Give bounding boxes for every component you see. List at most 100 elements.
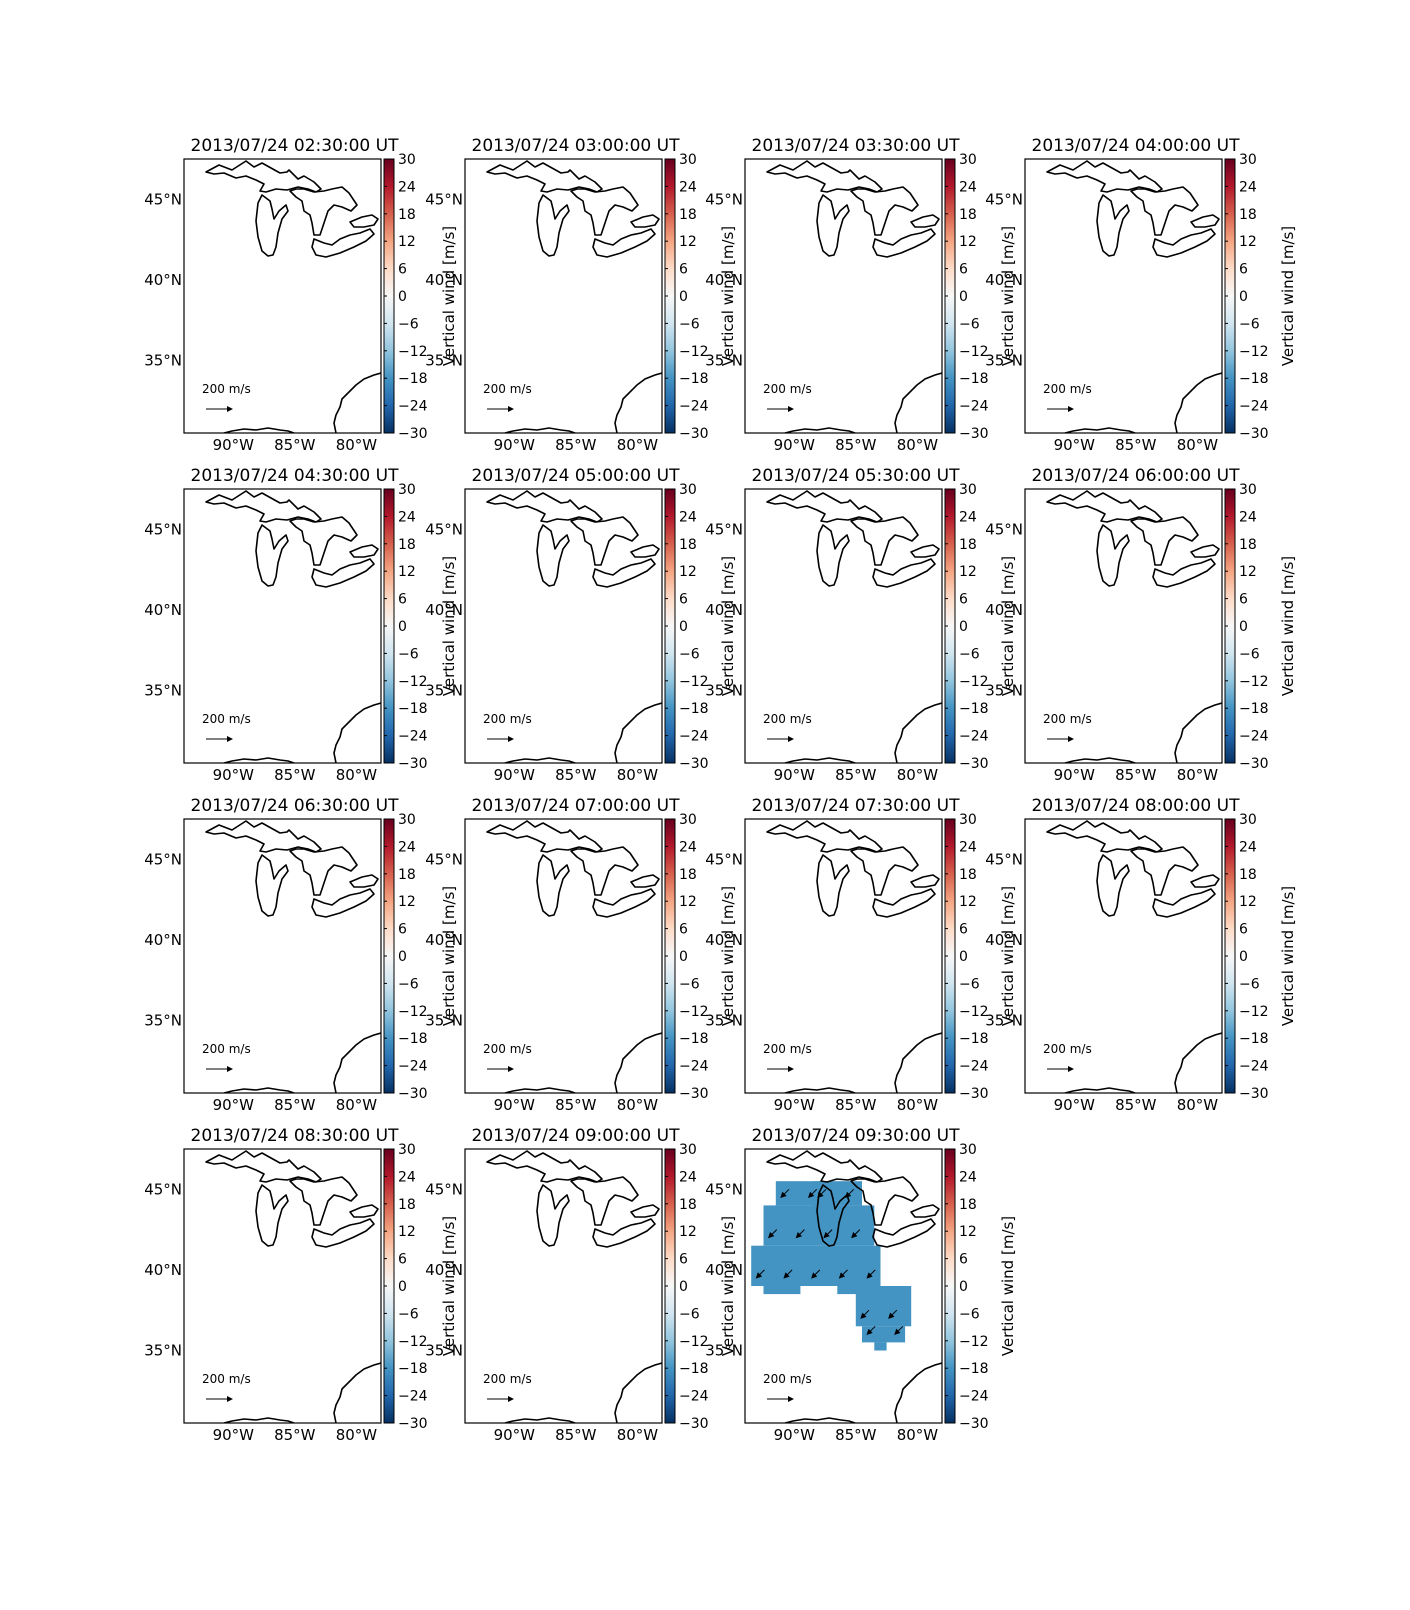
colorbar-tick-label: −24 — [959, 729, 989, 745]
lat-tick-label: 40°N — [705, 601, 743, 619]
map-area: 200 m/s — [1025, 819, 1222, 1093]
lon-tick-label: 80°W — [336, 766, 378, 784]
lon-tick-label: 90°W — [494, 766, 536, 784]
colorbar-tick-label: −18 — [959, 1031, 989, 1047]
colorbar-tick-label: −12 — [679, 1004, 709, 1020]
colorbar-tick-label: 24 — [959, 509, 977, 525]
colorbar-tick-label: −18 — [398, 1031, 428, 1047]
colorbar-tick-label: 0 — [1239, 619, 1248, 635]
lat-tick-label: 35°N — [425, 352, 463, 370]
map-background — [1025, 489, 1222, 763]
coastline — [1174, 702, 1222, 763]
axes-frame — [183, 818, 382, 1094]
wind-vector — [866, 1325, 876, 1336]
colorbar-label: Vertical wind [m/s] — [719, 556, 737, 696]
lat-tick-label: 40°N — [705, 1261, 743, 1279]
coastline — [536, 1184, 570, 1247]
lat-tick-label: 35°N — [144, 1342, 182, 1360]
quiver-key-label: 200 m/s — [483, 1042, 532, 1056]
colorbar-tick-label: −18 — [1239, 1031, 1269, 1047]
panel-title: 2013/07/24 08:30:00 UT — [191, 1126, 400, 1146]
map-panel: 2013/07/24 06:00:00 UT 200 m/s 90°W 85°W 80°… — [985, 466, 1297, 784]
lon-tick-label: 80°W — [1177, 1096, 1219, 1114]
colorbar-tick-label: −12 — [959, 344, 989, 360]
colorbar-tick-label: 24 — [1239, 839, 1257, 855]
lon-tick-label: 90°W — [1054, 436, 1096, 454]
wind-vector — [838, 1269, 848, 1279]
colorbar-tick-label: 0 — [398, 1279, 407, 1295]
lat-tick-label: 35°N — [144, 682, 182, 700]
lon-tick-label: 85°W — [1115, 766, 1157, 784]
map-panel: 2013/07/24 09:30:00 UT 200 m/s 90°W 85°W 80°… — [705, 1126, 1017, 1444]
colorbar-tick-label: −6 — [398, 976, 419, 992]
quiver-key-label: 200 m/s — [763, 712, 812, 726]
lat-tick-label: 40°N — [985, 601, 1023, 619]
colorbar-tick-label: 30 — [1239, 482, 1257, 498]
lat-tick-label: 40°N — [144, 931, 182, 949]
map-area: 200 m/s — [1025, 489, 1222, 763]
coastline — [630, 1204, 660, 1218]
colorbar-tick-label: 30 — [398, 812, 416, 828]
colorbar-tick-label: 18 — [679, 1197, 697, 1213]
colorbar-tick-label: 0 — [1239, 949, 1248, 965]
lat-tick-label: 40°N — [985, 271, 1023, 289]
quiver-key-label: 200 m/s — [483, 1372, 532, 1386]
colorbar-tick-label: 0 — [398, 949, 407, 965]
axes-frame — [1024, 158, 1223, 434]
colorbar-tick-label: −24 — [398, 729, 428, 745]
lat-tick-label: 40°N — [985, 931, 1023, 949]
colorbar-tick-label: 0 — [679, 289, 688, 305]
colorbar-label: Vertical wind [m/s] — [999, 556, 1017, 696]
colorbar-tick-label: 6 — [398, 262, 407, 278]
coastline — [289, 846, 358, 896]
wind-vector — [823, 1229, 833, 1239]
coastline — [504, 1087, 576, 1093]
colorbar-tick-label: 30 — [959, 152, 977, 168]
colorbar-tick-label: 24 — [1239, 179, 1257, 195]
lon-tick-label: 85°W — [555, 1426, 597, 1444]
lon-tick-label: 85°W — [555, 766, 597, 784]
colorbar-tick-label: 30 — [1239, 812, 1257, 828]
coastline — [223, 757, 295, 763]
coastline — [255, 854, 289, 917]
colorbar-tick-label: −30 — [679, 1416, 709, 1432]
colorbar-tick-label: 0 — [959, 289, 968, 305]
lat-tick-label: 45°N — [705, 850, 743, 868]
map-area: 200 m/s — [465, 819, 662, 1093]
colorbar-tick-label: 12 — [398, 1224, 416, 1240]
lon-tick-label: 80°W — [897, 436, 939, 454]
map-area: 200 m/s — [745, 489, 942, 763]
lon-tick-label: 85°W — [274, 766, 316, 784]
colorbar-tick-label: −6 — [1239, 976, 1260, 992]
colorbar-tick-label: 6 — [959, 922, 968, 938]
lon-tick-label: 80°W — [617, 766, 659, 784]
lat-tick-label: 40°N — [144, 271, 182, 289]
coastline — [223, 427, 295, 433]
coastline — [784, 1417, 856, 1423]
lon-tick-label: 90°W — [494, 1096, 536, 1114]
coastline — [850, 516, 919, 566]
vertical-wind-cell — [862, 1326, 906, 1343]
map-panel: 2013/07/24 06:30:00 UT 200 m/s 90°W 85°W 80°… — [144, 796, 458, 1114]
lon-tick-label: 85°W — [555, 1096, 597, 1114]
colorbar-tick-label: 24 — [398, 839, 416, 855]
colorbar-tick-label: −30 — [679, 1086, 709, 1102]
coastline — [333, 1362, 381, 1423]
panel-title: 2013/07/24 05:30:00 UT — [752, 466, 961, 486]
colorbar-tick-label: 0 — [398, 619, 407, 635]
coastline — [223, 1417, 295, 1423]
coastline — [910, 874, 940, 888]
colorbar-tick-label: 18 — [679, 207, 697, 223]
colorbar-tick-label: −24 — [679, 1059, 709, 1075]
panel-title: 2013/07/24 08:00:00 UT — [1032, 796, 1241, 816]
colorbar-tick-label: −12 — [679, 674, 709, 690]
map-background — [1025, 159, 1222, 433]
colorbar-tick-label: 6 — [679, 262, 688, 278]
coastline — [592, 888, 656, 918]
colorbar-tick-label: 12 — [959, 234, 977, 250]
coastline — [816, 524, 850, 587]
coastline — [784, 427, 856, 433]
map-area: 200 m/s — [184, 819, 381, 1093]
colorbar-tick-label: 0 — [1239, 289, 1248, 305]
colorbar-tick-label: 30 — [679, 1142, 697, 1158]
